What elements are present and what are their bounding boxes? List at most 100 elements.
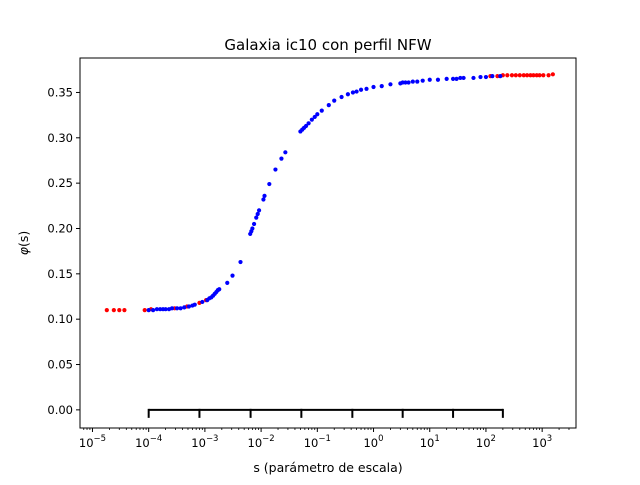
data-point-1-36 bbox=[273, 167, 278, 172]
x-tick-label-5: 100 bbox=[363, 434, 383, 450]
data-point-1-67 bbox=[435, 77, 441, 82]
data-point-1-74 bbox=[478, 74, 483, 80]
data-point-0-14 bbox=[509, 73, 515, 78]
data-point-1-0 bbox=[146, 308, 151, 313]
data-point-1-32 bbox=[256, 208, 262, 213]
data-point-1-22 bbox=[217, 287, 222, 292]
data-point-1-70 bbox=[454, 76, 459, 81]
data-point-1-28 bbox=[250, 226, 255, 231]
data-point-1-45 bbox=[312, 114, 317, 120]
data-point-1-55 bbox=[364, 86, 369, 91]
data-point-1-52 bbox=[350, 90, 356, 95]
data-point-0-20 bbox=[531, 73, 536, 78]
data-point-1-76 bbox=[490, 74, 495, 79]
data-point-1-43 bbox=[306, 121, 311, 126]
x-tick-label-exp-3: −2 bbox=[262, 434, 275, 444]
data-point-1-56 bbox=[371, 84, 376, 90]
data-point-1-23 bbox=[225, 280, 230, 286]
data-point-1-68 bbox=[444, 76, 449, 81]
data-point-1-29 bbox=[251, 221, 257, 227]
x-tick-label-base-3: 10 bbox=[248, 436, 263, 450]
data-point-0-11 bbox=[495, 74, 500, 79]
data-point-1-30 bbox=[254, 215, 259, 220]
x-tick-label-4: 10−1 bbox=[304, 434, 331, 450]
x-tick-label-base-7: 10 bbox=[476, 436, 491, 450]
data-point-1-71 bbox=[458, 75, 463, 81]
data-point-0-24 bbox=[546, 73, 551, 78]
data-point-0-1 bbox=[111, 308, 116, 313]
data-point-1-54 bbox=[358, 87, 364, 92]
x-tick-label-exp-4: −1 bbox=[318, 434, 331, 444]
data-point-0-19 bbox=[528, 73, 533, 78]
data-point-1-77 bbox=[498, 74, 503, 79]
data-point-1-35 bbox=[267, 181, 272, 187]
x-tick-label-1: 10−4 bbox=[135, 434, 162, 450]
data-point-0-17 bbox=[521, 73, 526, 78]
data-point-0-22 bbox=[537, 73, 542, 78]
x-tick-label-0: 10−5 bbox=[79, 434, 106, 450]
x-tick-label-7: 102 bbox=[476, 434, 496, 450]
data-point-1-57 bbox=[379, 84, 384, 89]
y-tick-label-1: 0.05 bbox=[47, 358, 73, 372]
x-tick-label-exp-7: 2 bbox=[491, 434, 496, 444]
y-axis-label-symbol: φ bbox=[16, 246, 31, 255]
x-tick-label-6: 101 bbox=[420, 434, 440, 450]
data-point-1-11 bbox=[186, 304, 192, 309]
y-axis-label-arg: (s) bbox=[16, 231, 31, 247]
data-point-1-8 bbox=[174, 306, 180, 311]
x-tick-label-base-5: 10 bbox=[363, 436, 378, 450]
data-point-1-37 bbox=[279, 156, 284, 161]
data-point-1-65 bbox=[420, 78, 425, 83]
data-point-1-14 bbox=[200, 299, 205, 305]
data-point-0-2 bbox=[117, 308, 122, 313]
x-tick-label-base-2: 10 bbox=[191, 436, 206, 450]
chart-title: Galaxia ic10 con perfil NFW bbox=[224, 36, 431, 54]
y-tick-label-2: 0.10 bbox=[47, 312, 73, 326]
y-tick-label-4: 0.20 bbox=[47, 221, 73, 235]
chart-axes: 10−5 10−4 10−3 10−2 10−1 100 101 102 1030.000.05… bbox=[47, 57, 577, 450]
data-point-0-3 bbox=[122, 308, 127, 313]
data-point-1-58 bbox=[388, 82, 393, 87]
data-point-1-10 bbox=[182, 305, 187, 310]
y-tick-label-5: 0.25 bbox=[47, 176, 73, 190]
y-tick-label-3: 0.15 bbox=[47, 267, 73, 281]
data-point-1-33 bbox=[261, 197, 266, 202]
data-point-1-73 bbox=[471, 75, 476, 81]
data-point-1-53 bbox=[354, 89, 359, 94]
data-point-0-4 bbox=[142, 308, 147, 313]
data-point-1-50 bbox=[339, 94, 344, 100]
data-point-1-46 bbox=[315, 112, 320, 117]
data-point-1-61 bbox=[403, 80, 408, 85]
data-point-1-2 bbox=[154, 307, 159, 312]
data-point-1-49 bbox=[332, 98, 337, 103]
x-tick-label-exp-6: 1 bbox=[434, 434, 439, 444]
x-tick-label-exp-0: −5 bbox=[94, 434, 107, 444]
data-point-0-15 bbox=[513, 73, 518, 78]
data-point-1-72 bbox=[461, 75, 466, 81]
data-point-0-13 bbox=[505, 73, 510, 78]
data-point-1-69 bbox=[450, 76, 456, 81]
data-point-0-21 bbox=[534, 73, 539, 78]
x-tick-label-exp-5: 0 bbox=[378, 434, 383, 444]
x-tick-label-base-1: 10 bbox=[135, 436, 150, 450]
x-tick-label-3: 10−2 bbox=[248, 434, 275, 450]
data-point-0-16 bbox=[517, 73, 522, 78]
data-point-0-0 bbox=[104, 308, 109, 313]
data-point-1-3 bbox=[158, 307, 163, 312]
plot-frame bbox=[79, 57, 577, 429]
y-tick-label-7: 0.35 bbox=[47, 85, 73, 99]
x-tick-label-2: 10−3 bbox=[191, 434, 218, 450]
y-tick-label-0: 0.00 bbox=[47, 403, 73, 417]
data-point-1-34 bbox=[262, 193, 267, 198]
data-point-1-51 bbox=[345, 92, 350, 97]
data-point-1-9 bbox=[178, 306, 183, 311]
x-tick-label-base-0: 10 bbox=[79, 436, 94, 450]
data-point-0-18 bbox=[525, 73, 530, 78]
data-point-1-1 bbox=[151, 308, 156, 313]
x-tick-label-exp-2: −3 bbox=[206, 434, 219, 444]
x-tick-label-base-8: 10 bbox=[532, 436, 547, 450]
data-point-1-66 bbox=[427, 77, 432, 82]
